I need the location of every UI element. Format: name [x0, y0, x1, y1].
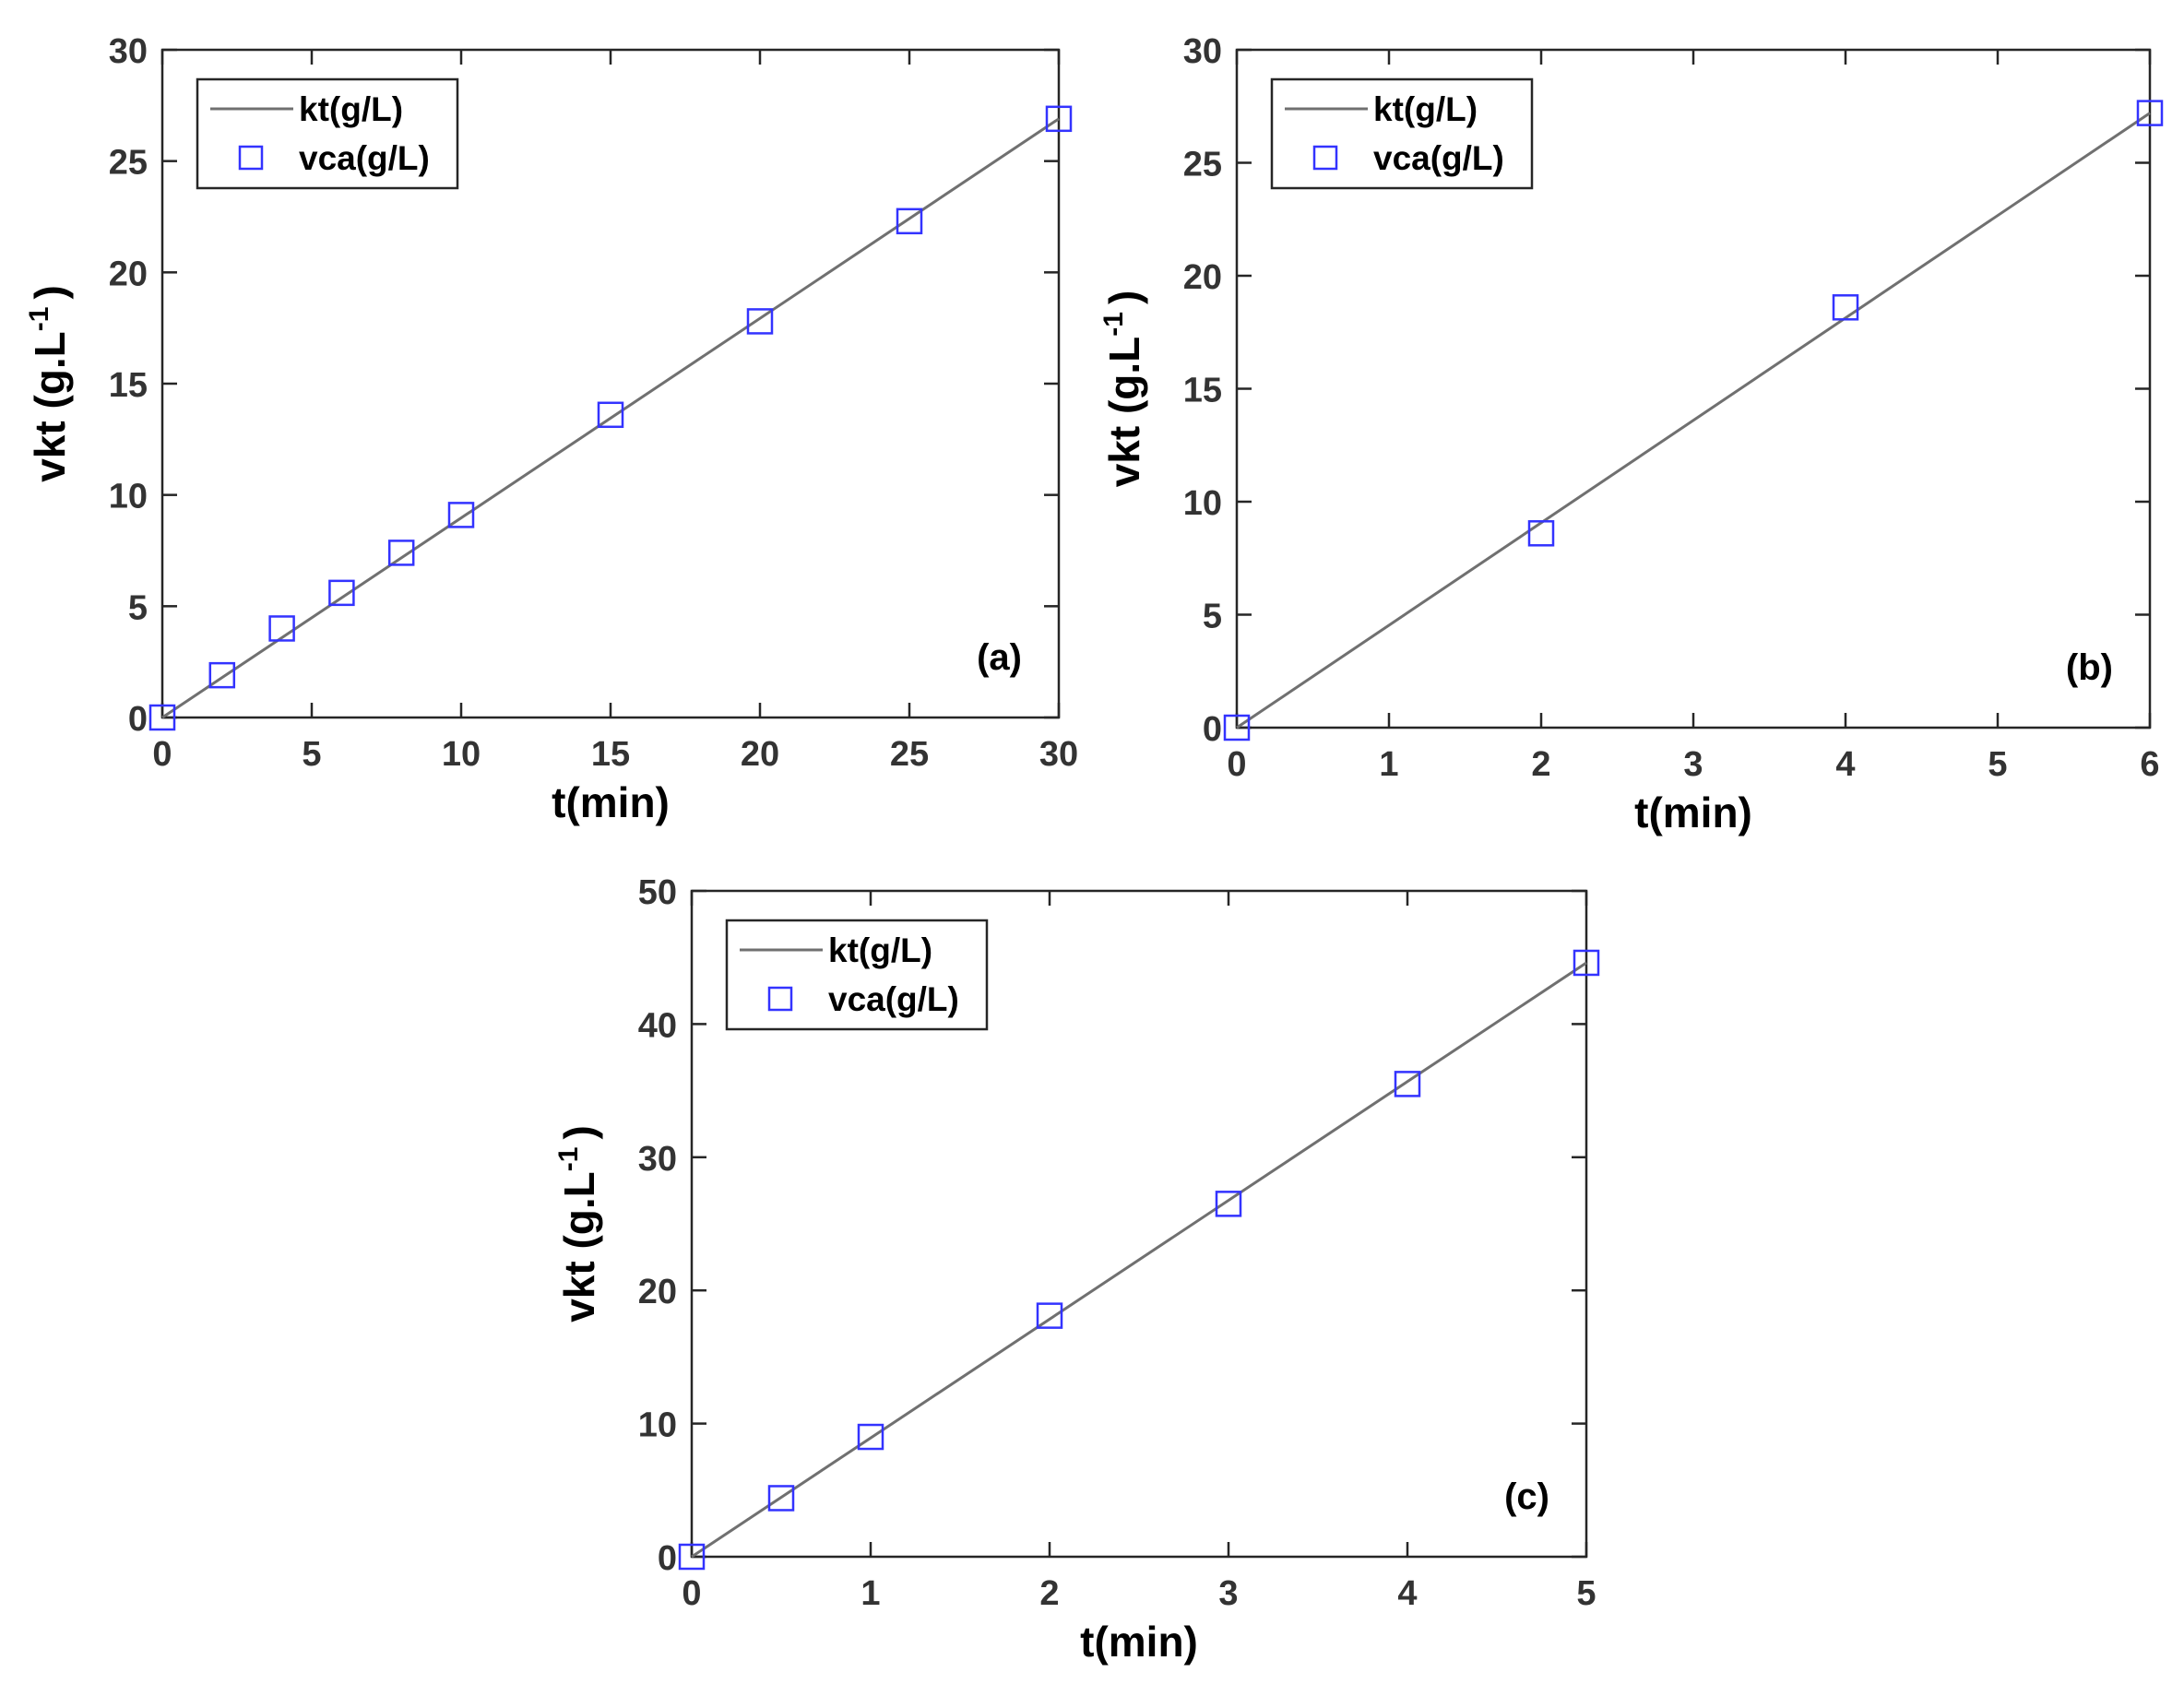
- y-axis-label-main: vkt (g.L: [555, 1171, 603, 1322]
- legend-box: [196, 77, 459, 190]
- series-line-kt: [691, 961, 1587, 1559]
- x-tick-label: 5: [1576, 1574, 1596, 1613]
- legend-marker-swatch: [767, 986, 793, 1012]
- legend-box: [725, 919, 989, 1031]
- y-tick-label: 0: [658, 1539, 677, 1578]
- y-tick-label: 20: [109, 255, 148, 293]
- y-tick-label: 50: [638, 873, 677, 912]
- chart-panel-a: 0 5 10 15 20 25 30 0 5 10 15 20 25 30 t(min) vkt (g.L-1…: [24, 32, 1078, 826]
- y-axis-label-superscript: -1: [24, 307, 54, 332]
- data-point-vca: [447, 502, 475, 528]
- y-tick-label: 25: [109, 144, 148, 183]
- x-tick-label: 25: [890, 735, 929, 774]
- y-axis-label-superscript: -1: [553, 1147, 584, 1172]
- y-tick-label: 5: [128, 588, 148, 627]
- y-tick-label: 30: [1183, 32, 1222, 71]
- chart-panel-b: 0 1 2 3 4 5 6 0 5 10 15 20 25 30 t(min) vkt (g.L-1) kt(g…: [1098, 32, 2164, 836]
- x-tick-label: 5: [1988, 745, 2007, 784]
- y-tick-label: 10: [638, 1406, 677, 1445]
- y-tick-label: 20: [638, 1273, 677, 1311]
- data-point-vca: [268, 615, 295, 642]
- legend-entry-kt: kt(g/L): [299, 90, 403, 128]
- y-tick-label: 0: [128, 700, 148, 739]
- data-point-vca: [1036, 1302, 1063, 1329]
- panel-label: (b): [2066, 647, 2113, 688]
- y-axis-label: vkt (g.L-1): [553, 1125, 603, 1322]
- x-tick-label: 6: [2140, 745, 2159, 784]
- series-line-kt: [161, 117, 1060, 719]
- y-tick-label: 30: [638, 1140, 677, 1179]
- y-axis-label-main: vkt (g.L: [1100, 337, 1148, 488]
- data-point-vca: [746, 308, 774, 335]
- data-point-vca: [597, 401, 624, 429]
- y-tick-label: 0: [1203, 710, 1222, 749]
- data-point-vca: [1045, 105, 1073, 133]
- y-tick-label: 40: [638, 1006, 677, 1045]
- y-axis-label-close: ): [555, 1125, 603, 1139]
- y-axis-label: vkt (g.L-1): [24, 285, 74, 482]
- legend-entry-vca: vca(g/L): [828, 980, 959, 1018]
- x-tick-label: 2: [1531, 745, 1550, 784]
- x-tick-label: 30: [1039, 735, 1078, 774]
- x-tick-label: 2: [1039, 1574, 1059, 1613]
- data-point-vca: [678, 1543, 706, 1571]
- legend-marker-swatch: [238, 145, 264, 171]
- data-point-vca: [1573, 949, 1600, 977]
- x-tick-label: 3: [1683, 745, 1703, 784]
- data-point-vca: [1832, 294, 1859, 321]
- y-tick-label: 30: [109, 32, 148, 71]
- legend-entry-kt: kt(g/L): [828, 931, 932, 969]
- y-axis-label-superscript: -1: [1098, 312, 1129, 337]
- x-tick-label: 3: [1218, 1574, 1238, 1613]
- data-point-vca: [1215, 1191, 1242, 1217]
- y-tick-label: 10: [109, 478, 148, 516]
- data-point-vca: [1223, 714, 1251, 741]
- legend-entry-vca: vca(g/L): [1373, 139, 1504, 177]
- x-tick-label: 10: [442, 735, 481, 774]
- x-tick-label: 5: [302, 735, 321, 774]
- y-tick-label: 15: [1183, 372, 1222, 410]
- legend-marker-swatch: [1312, 145, 1338, 171]
- x-tick-label: 4: [1397, 1574, 1417, 1613]
- legend-entry-kt: kt(g/L): [1373, 90, 1478, 128]
- y-tick-label: 15: [109, 366, 148, 405]
- y-axis-label-main: vkt (g.L: [26, 331, 74, 482]
- x-tick-label: 0: [682, 1574, 701, 1613]
- y-tick-label: 10: [1183, 484, 1222, 523]
- x-tick-label: 0: [1227, 745, 1246, 784]
- y-axis-label: vkt (g.L-1): [1098, 291, 1148, 488]
- series-line-kt: [1236, 112, 2151, 729]
- data-point-vca: [328, 579, 355, 607]
- panel-label: (a): [977, 637, 1022, 678]
- y-axis-label-close: ): [1100, 291, 1148, 304]
- x-tick-label: 1: [861, 1574, 880, 1613]
- x-axis-label: t(min): [552, 778, 670, 826]
- y-tick-label: 5: [1203, 598, 1222, 636]
- y-tick-label: 20: [1183, 258, 1222, 297]
- data-point-vca: [767, 1485, 795, 1512]
- data-point-vca: [896, 208, 923, 235]
- x-tick-label: 1: [1379, 745, 1398, 784]
- data-point-vca: [2136, 100, 2164, 126]
- data-point-vca: [387, 540, 415, 566]
- data-point-vca: [208, 661, 236, 689]
- data-point-vca: [1527, 520, 1555, 547]
- x-tick-label: 20: [741, 735, 779, 774]
- legend-box: [1270, 77, 1534, 190]
- data-point-vca: [1394, 1071, 1421, 1097]
- x-tick-label: 15: [591, 735, 630, 774]
- data-point-vca: [857, 1423, 884, 1451]
- x-tick-label: 0: [152, 735, 172, 774]
- data-point-vca: [148, 704, 176, 731]
- x-axis-label: t(min): [1634, 789, 1752, 836]
- legend-entry-vca: vca(g/L): [299, 139, 430, 177]
- panel-label: (c): [1504, 1477, 1549, 1517]
- x-axis-label: t(min): [1080, 1618, 1198, 1666]
- y-axis-label-close: ): [26, 285, 74, 299]
- y-tick-label: 25: [1183, 146, 1222, 184]
- x-tick-label: 4: [1835, 745, 1855, 784]
